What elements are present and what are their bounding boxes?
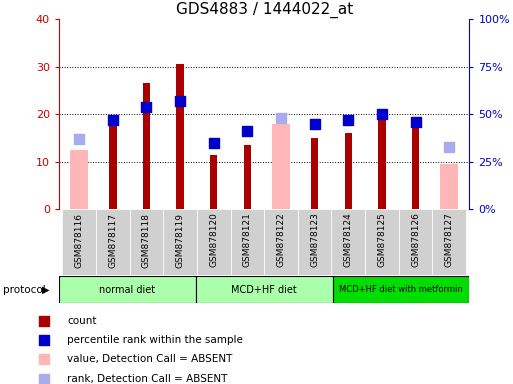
Point [210, 140, 218, 146]
Text: GSM878126: GSM878126 [411, 213, 420, 267]
Bar [264, 209, 298, 275]
Bar [378, 114, 386, 209]
Bar [109, 119, 116, 209]
Bar [244, 145, 251, 209]
Text: protocol: protocol [3, 285, 45, 295]
Point [310, 121, 319, 127]
Title: GDS4883 / 1444022_at: GDS4883 / 1444022_at [175, 2, 353, 18]
Bar [210, 155, 218, 209]
Bar [196, 276, 332, 303]
Bar [143, 83, 150, 209]
Bar [130, 209, 163, 275]
Point [243, 128, 251, 134]
Text: GSM878119: GSM878119 [175, 213, 185, 268]
Text: GSM878124: GSM878124 [344, 213, 353, 267]
Text: GSM878127: GSM878127 [445, 213, 453, 267]
Text: percentile rank within the sample: percentile rank within the sample [67, 335, 243, 345]
Bar [432, 209, 466, 275]
Text: count: count [67, 316, 97, 326]
Text: ▶: ▶ [42, 285, 50, 295]
Point [176, 98, 184, 104]
Point [40, 337, 48, 343]
Point [445, 144, 453, 150]
Bar [163, 209, 197, 275]
Bar [412, 129, 419, 209]
Text: GSM878125: GSM878125 [378, 213, 386, 267]
Text: MCD+HF diet: MCD+HF diet [231, 285, 297, 295]
Bar [272, 124, 290, 209]
Text: GSM878118: GSM878118 [142, 213, 151, 268]
Bar [399, 209, 432, 275]
Point [75, 136, 83, 142]
Text: GSM878123: GSM878123 [310, 213, 319, 267]
Bar [365, 209, 399, 275]
Bar [345, 133, 352, 209]
Text: GSM878122: GSM878122 [277, 213, 286, 267]
Bar [63, 209, 96, 275]
Point [277, 115, 285, 121]
Point [344, 117, 352, 123]
Point [40, 356, 48, 362]
Bar [96, 209, 130, 275]
Bar [230, 209, 264, 275]
Text: GSM878116: GSM878116 [75, 213, 84, 268]
Point [40, 318, 48, 324]
Point [109, 117, 117, 123]
Text: rank, Detection Call = ABSENT: rank, Detection Call = ABSENT [67, 374, 228, 384]
Bar [59, 276, 196, 303]
Text: GSM878120: GSM878120 [209, 213, 218, 267]
Point [142, 104, 150, 110]
Point [378, 111, 386, 118]
Text: MCD+HF diet with metformin: MCD+HF diet with metformin [339, 285, 463, 295]
Bar [331, 209, 365, 275]
Text: GSM878117: GSM878117 [108, 213, 117, 268]
Point [411, 119, 420, 125]
Bar [70, 150, 88, 209]
Bar [311, 138, 319, 209]
Text: normal diet: normal diet [100, 285, 155, 295]
Text: GSM878121: GSM878121 [243, 213, 252, 267]
Bar [440, 164, 459, 209]
Bar [176, 65, 184, 209]
Bar [298, 209, 331, 275]
Bar [332, 276, 469, 303]
Text: value, Detection Call = ABSENT: value, Detection Call = ABSENT [67, 354, 232, 364]
Bar [197, 209, 230, 275]
Point [40, 376, 48, 382]
